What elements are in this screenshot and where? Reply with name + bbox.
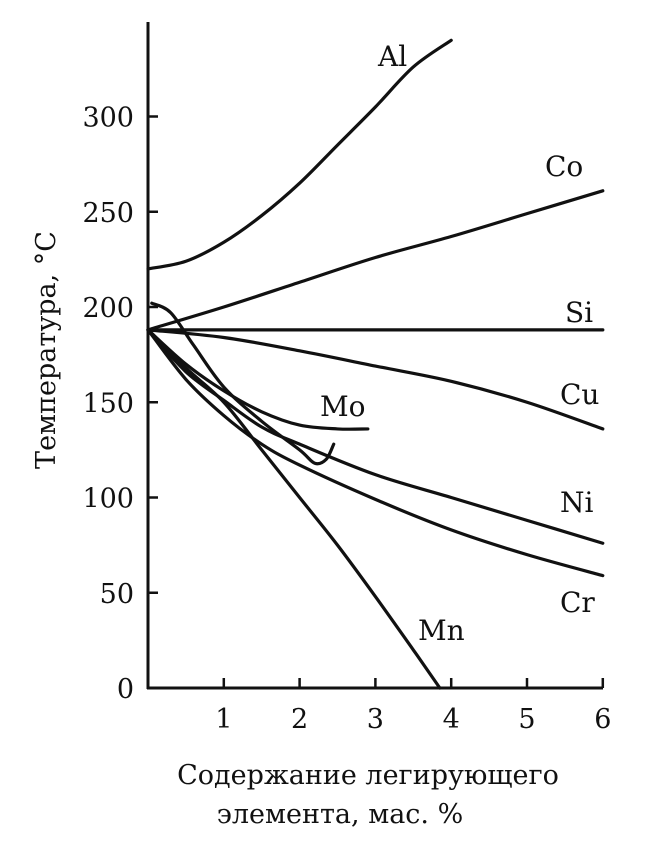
series-line-al — [146, 38, 453, 271]
series-label-ni: Ni — [560, 486, 594, 519]
series-label-si: Si — [565, 296, 593, 329]
x-axis-title-line-1: Содержание легирующего — [177, 760, 559, 791]
x-tick-label: 1 — [215, 704, 232, 735]
series-line-co — [146, 189, 605, 332]
y-tick-label: 0 — [117, 674, 134, 705]
series-label-mn: Mn — [418, 614, 465, 647]
y-tick-label: 150 — [82, 388, 134, 419]
x-tick-label: 3 — [367, 704, 384, 735]
tick-labels: 0 50 100 150 200 250 300 1 2 3 4 5 6 — [82, 103, 611, 736]
y-tick-label: 100 — [82, 484, 134, 515]
y-tick-label: 50 — [100, 579, 134, 610]
x-tick-label: 6 — [594, 704, 611, 735]
series-group — [146, 38, 605, 690]
series-line-ni — [146, 328, 605, 545]
x-tick-label: 5 — [518, 704, 535, 735]
series-line-mn — [146, 328, 442, 690]
y-tick-label: 250 — [82, 198, 134, 229]
x-axis-title-line-2: элемента, мас. % — [217, 799, 463, 830]
y-tick-label: 300 — [82, 103, 134, 134]
series-line-cr — [146, 328, 605, 578]
axis-titles: Температура, °С Содержание легирующего э… — [31, 231, 559, 830]
series-line-cu — [146, 328, 605, 431]
series-label-co: Co — [545, 150, 583, 183]
series-line-mo — [146, 328, 370, 431]
y-tick-label: 200 — [82, 293, 134, 324]
series-label-cu: Cu — [560, 378, 599, 411]
series-line-unlabeled — [150, 301, 336, 466]
series-label-cr: Cr — [560, 586, 595, 619]
axes — [146, 22, 605, 690]
series-label-al: Al — [377, 40, 407, 73]
x-tick-label: 4 — [443, 704, 460, 735]
y-axis-title: Температура, °С — [31, 231, 62, 469]
series-label-mo: Mo — [320, 390, 366, 423]
series-labels: Al Co Si Cu Mo Ni Cr Mn — [320, 40, 599, 647]
x-tick-label: 2 — [291, 704, 308, 735]
